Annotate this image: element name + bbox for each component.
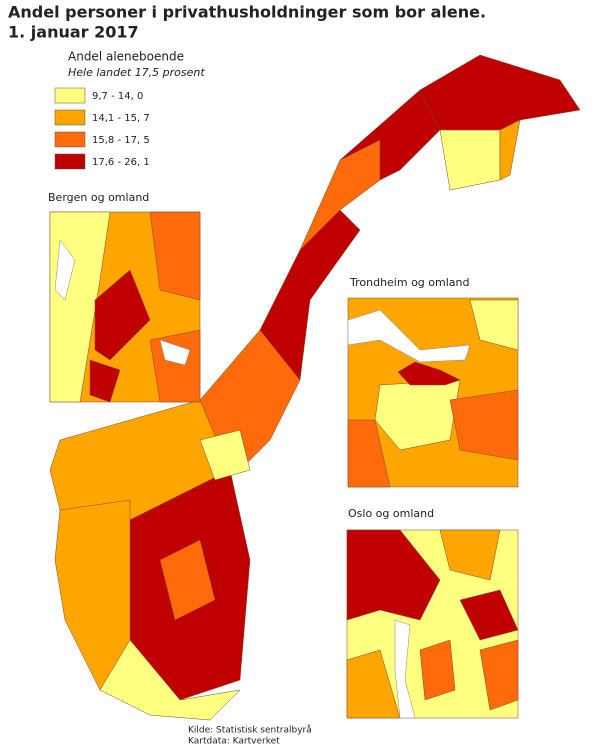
source-line: Kartdata: Kartverket [188, 737, 280, 747]
region [199, 429, 251, 481]
legend: 9,7 - 14, 0 14,1 - 15, 7 15,8 - 17, 5 17,6 … [54, 87, 150, 170]
region [347, 419, 391, 488]
region [99, 639, 241, 721]
legend-swatch [54, 153, 86, 170]
legend-label: 14,1 - 15, 7 [92, 113, 150, 124]
region [439, 529, 501, 581]
legend-swatch [54, 87, 86, 104]
water [159, 339, 191, 366]
region [346, 529, 441, 621]
inset-label: Oslo og omland [348, 507, 434, 520]
legend-swatch [54, 131, 86, 148]
norway-map [49, 54, 581, 721]
water [347, 309, 471, 363]
region [159, 539, 216, 621]
region [469, 299, 519, 351]
bergen-inset [49, 211, 201, 403]
region [397, 361, 461, 386]
title-line: Andel personer i privathusholdninger som… [8, 3, 486, 22]
legend-swatch [54, 109, 86, 126]
region [89, 359, 121, 403]
water [394, 619, 416, 719]
source-line: Kilde: Statistisk sentralbyrå [188, 725, 312, 736]
region [419, 54, 581, 131]
legend-label: 17,6 - 26, 1 [92, 157, 150, 168]
trondheim-inset [347, 297, 519, 488]
legend-title: Andel aleneboende [68, 50, 184, 64]
region [459, 589, 519, 641]
region [439, 129, 501, 191]
oslo-inset [346, 529, 519, 719]
inset-label: Trondheim og omland [349, 276, 469, 289]
legend-subtitle: Hele landet 17,5 prosent [68, 66, 205, 79]
region [149, 211, 201, 301]
region [499, 119, 521, 181]
region [419, 639, 456, 701]
region [449, 389, 519, 461]
title-line: 1. januar 2017 [8, 23, 139, 42]
inset-label: Bergen og omland [48, 191, 149, 204]
legend-label: 15,8 - 17, 5 [92, 135, 150, 146]
legend-label: 9,7 - 14, 0 [92, 91, 143, 102]
water [54, 239, 76, 301]
region [94, 269, 151, 361]
region [479, 639, 519, 711]
